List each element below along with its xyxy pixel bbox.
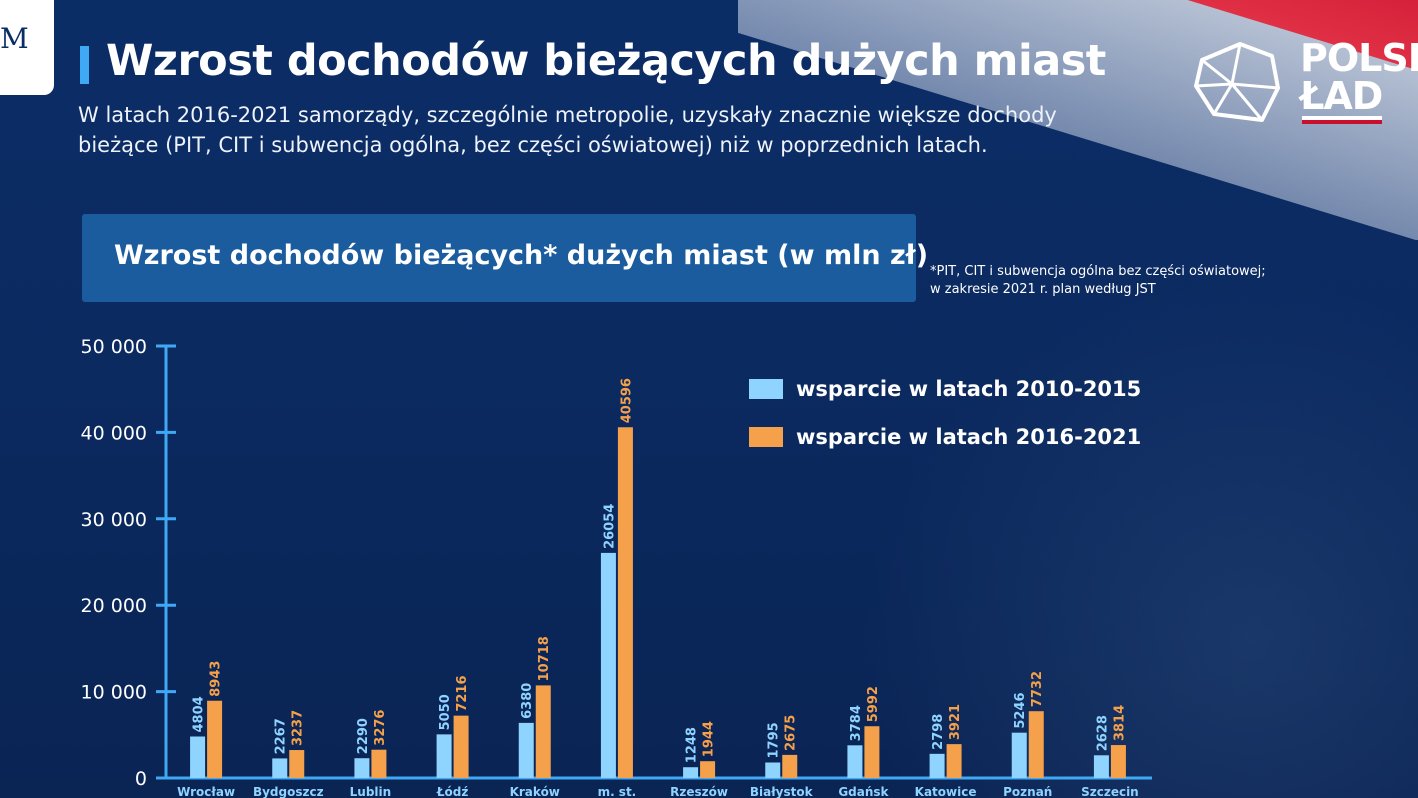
bar-value-label: 3784	[849, 705, 864, 741]
footnote-line-2: w zakresie 2021 r. plan według JST	[930, 282, 1156, 297]
bar-value-label: 26054	[602, 504, 617, 549]
city-background	[858, 278, 1418, 798]
x-tick-label: Rzeszów	[670, 785, 728, 798]
bar-value-label: 2628	[1095, 715, 1110, 751]
bar-value-label: 1944	[702, 721, 717, 757]
x-tick-label: Wrocław	[177, 785, 235, 798]
x-tick-label: m. st.	[598, 785, 637, 798]
bar-value-label: 40596	[619, 378, 634, 423]
bar-value-label: 2290	[356, 718, 371, 754]
x-tick-label: Łódź	[436, 785, 469, 798]
bar-value-label: 5992	[866, 686, 881, 722]
bar	[946, 744, 962, 778]
bar-value-label: 6380	[520, 683, 535, 719]
brand-line-1: POLSK	[1300, 36, 1418, 80]
x-tick-label: Gdańsk	[838, 785, 889, 798]
bar-value-label: 3276	[373, 710, 388, 746]
bar	[700, 761, 716, 778]
y-tick-label: 10 000	[81, 682, 147, 704]
x-tick-label: Bydgoszcz	[253, 785, 324, 798]
bar-value-label: 7216	[455, 675, 470, 711]
bar-value-label: 3237	[291, 710, 306, 746]
x-tick-label: Kraków	[510, 785, 560, 798]
bar	[1110, 745, 1126, 778]
bar-value-label: 2675	[784, 715, 799, 751]
bar	[272, 758, 288, 778]
bar-value-label: 1248	[685, 727, 700, 763]
bar	[453, 715, 469, 778]
bar-value-label: 5050	[438, 694, 453, 730]
bar	[782, 754, 798, 778]
bar	[289, 750, 305, 778]
ministry-logo-text: M	[0, 22, 29, 55]
bar-value-label: 10718	[537, 636, 552, 681]
x-tick-label: Szczecin	[1081, 785, 1139, 798]
bar	[371, 749, 387, 778]
bar	[207, 700, 223, 778]
ministry-logo: M	[0, 0, 54, 95]
bar-value-label: 7732	[1030, 671, 1045, 707]
bar-value-label: 3921	[948, 704, 963, 740]
x-tick-label: Katowice	[915, 785, 977, 798]
y-tick-label: 20 000	[81, 595, 147, 617]
y-tick-label: 40 000	[81, 422, 147, 444]
polski-lad-logo-icon	[1194, 42, 1280, 122]
x-tick-label: Poznań	[1003, 785, 1052, 798]
page-title: Wzrost dochodów bieżących dużych miast	[106, 36, 1106, 86]
bar-value-label: 8943	[209, 661, 224, 697]
bar	[600, 552, 616, 778]
bar	[929, 753, 945, 778]
bar	[847, 745, 863, 778]
page-subtitle: W latach 2016-2021 samorządy, szczególni…	[78, 103, 1057, 157]
chart-title-box	[82, 214, 916, 302]
legend-label: wsparcie w latach 2010-2015	[796, 377, 1141, 401]
bar	[1011, 732, 1027, 778]
y-tick-label: 30 000	[81, 509, 147, 531]
brand-underline-white	[1302, 116, 1382, 120]
legend-label: wsparcie w latach 2016-2021	[796, 425, 1141, 449]
bar-value-label: 2798	[931, 714, 946, 750]
bar	[864, 726, 880, 778]
legend-swatch	[749, 379, 783, 399]
bar-value-label: 5246	[1013, 692, 1028, 728]
bar	[617, 427, 633, 778]
x-tick-label: Lublin	[350, 785, 392, 798]
bar	[190, 736, 206, 778]
bar-value-label: 3814	[1112, 705, 1127, 741]
bar-value-label: 2267	[274, 718, 289, 754]
bar	[1028, 711, 1044, 778]
bar	[535, 685, 551, 778]
bar	[436, 734, 452, 778]
footnote-line-1: *PIT, CIT i subwencja ogólna bez części …	[930, 264, 1266, 279]
brand-line-2: ŁAD	[1300, 74, 1383, 118]
bar-value-label: 4804	[192, 696, 207, 732]
brand-underline-red	[1302, 120, 1382, 124]
bar	[1093, 755, 1109, 778]
legend-swatch	[749, 427, 783, 447]
chart-title: Wzrost dochodów bieżących* dużych miast …	[114, 240, 929, 271]
bar-value-label: 1795	[767, 722, 782, 758]
bar	[683, 767, 699, 778]
bar	[518, 722, 534, 778]
chart-footnote: *PIT, CIT i subwencja ogólna bez części …	[930, 263, 1350, 299]
y-tick-label: 0	[135, 768, 147, 790]
y-tick-label: 50 000	[81, 336, 147, 358]
title-accent-bar	[80, 46, 89, 84]
bar	[765, 762, 781, 778]
x-tick-label: Białystok	[750, 785, 814, 798]
bar	[354, 758, 370, 778]
